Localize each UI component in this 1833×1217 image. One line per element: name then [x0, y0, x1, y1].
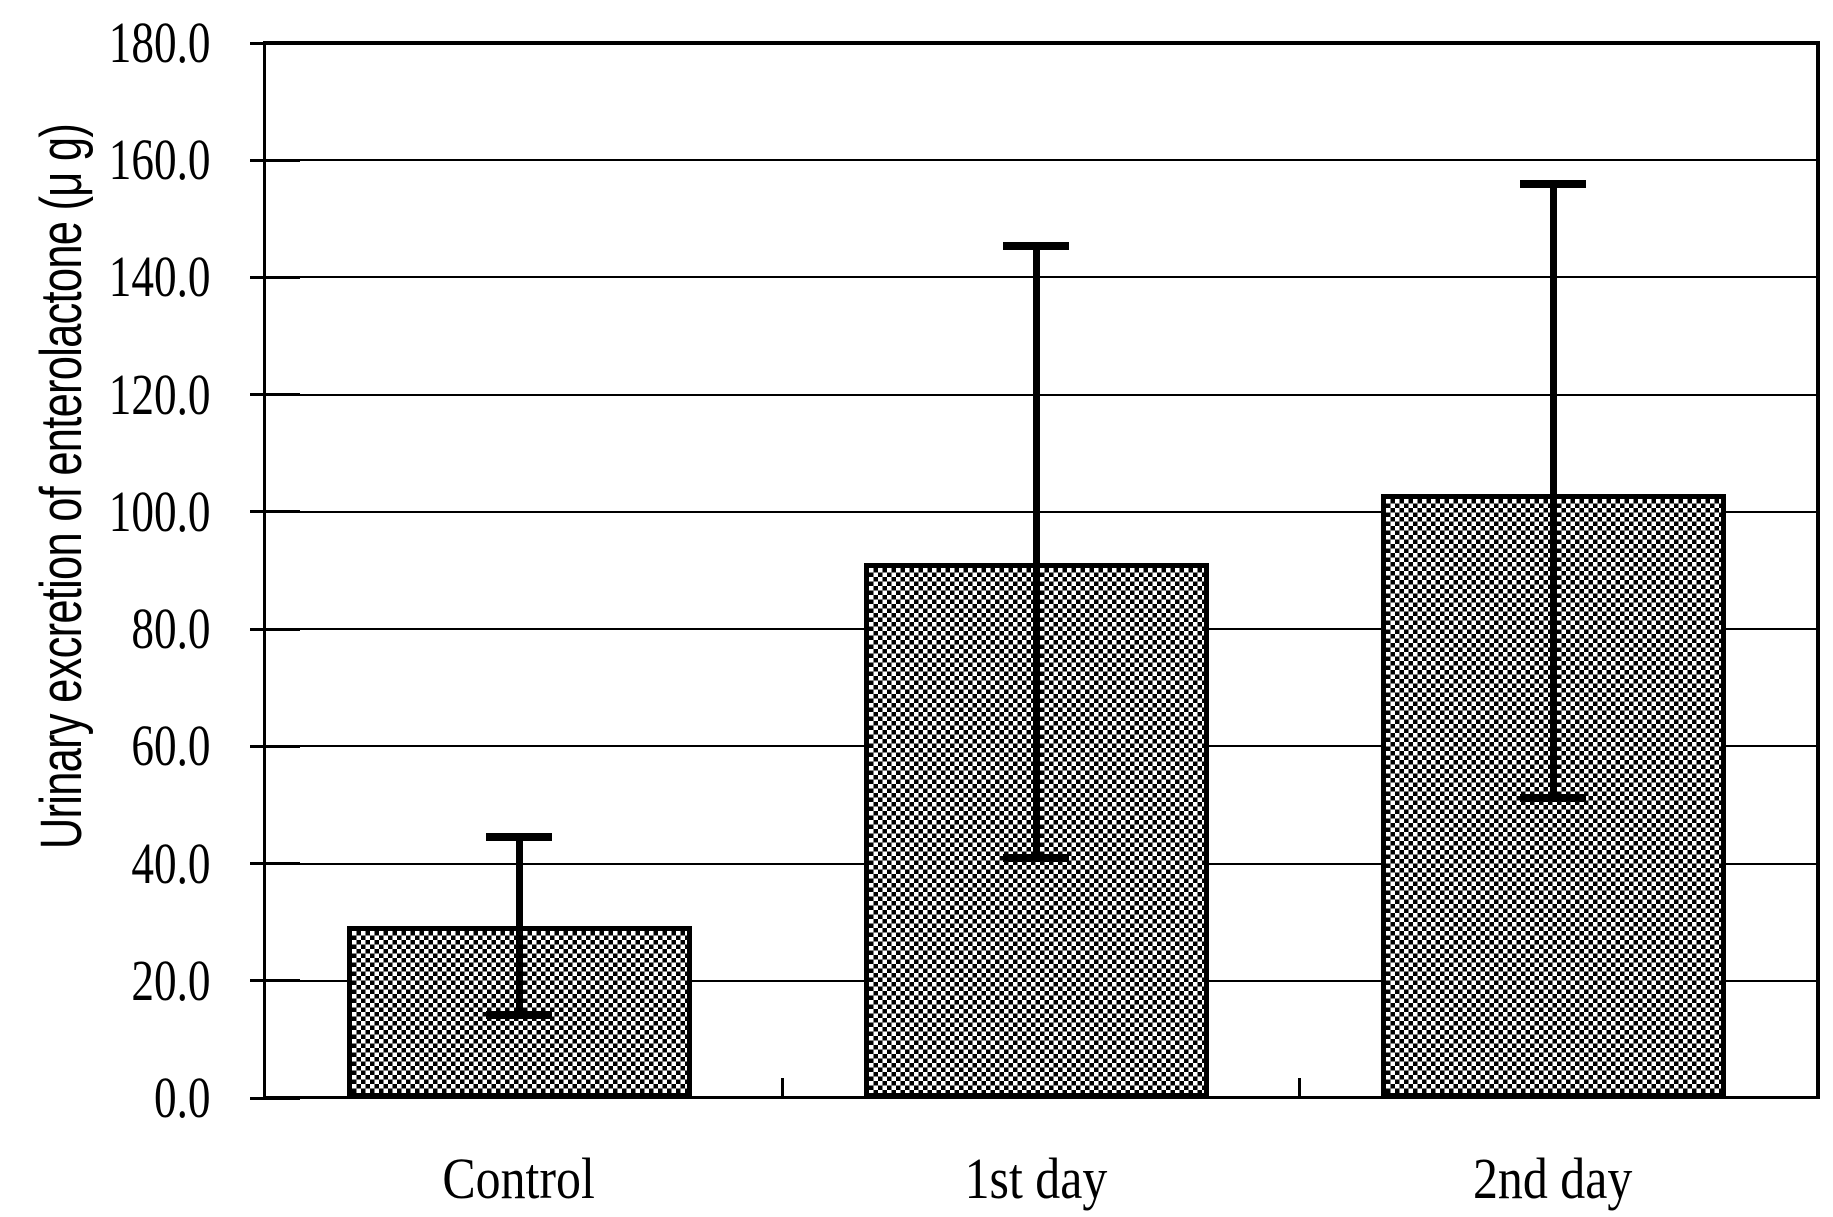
gridline: [265, 276, 1816, 279]
x-category-label-2nd-day: 2nd day: [1303, 1146, 1803, 1212]
y-axis-tick: [250, 627, 300, 631]
gridline: [265, 393, 1816, 396]
y-tick-label-text: 120.0: [108, 361, 210, 427]
y-tick-label-text: 20.0: [130, 947, 210, 1013]
error-bar-line-1st-day: [1032, 246, 1040, 862]
y-tick-label: 60.0: [0, 715, 210, 777]
y-tick-label: 180.0: [0, 12, 210, 74]
y-tick-label: 40.0: [0, 830, 210, 896]
y-tick-label-text: 60.0: [130, 713, 210, 779]
y-tick-label-text: 40.0: [130, 830, 210, 896]
x-category-label-text: 2nd day: [1473, 1146, 1633, 1211]
y-axis-tick: [250, 862, 300, 866]
y-tick-label: 160.0: [0, 129, 210, 191]
error-bar-upper-cap-2nd-day: [1520, 179, 1586, 188]
x-category-label-control: Control: [269, 1146, 769, 1212]
y-axis-tick: [250, 393, 300, 397]
error-bar-line-2nd-day: [1549, 183, 1557, 802]
y-axis-line: [263, 41, 266, 1098]
y-tick-label-text: 140.0: [108, 244, 210, 310]
y-axis-tick: [250, 744, 300, 748]
error-bar-upper-cap-1st-day: [1003, 242, 1069, 251]
gridline: [265, 510, 1816, 513]
x-axis-tick: [780, 1078, 784, 1096]
y-axis-tick: [250, 275, 300, 279]
y-axis-tick: [250, 979, 300, 983]
error-bar-lower-cap-1st-day: [1003, 853, 1069, 862]
y-tick-label: 120.0: [0, 361, 210, 427]
y-tick-label: 80.0: [0, 598, 210, 660]
y-tick-label: 140.0: [0, 246, 210, 308]
error-bar-lower-cap-2nd-day: [1520, 793, 1586, 802]
y-tick-label-text: 100.0: [108, 478, 210, 544]
y-axis-tick: [250, 510, 300, 514]
y-axis-tick: [250, 158, 300, 162]
x-category-label-1st-day: 1st day: [786, 1146, 1286, 1212]
error-bar-lower-cap-control: [486, 1010, 552, 1019]
y-tick-label: 20.0: [0, 947, 210, 1013]
gridline: [265, 159, 1816, 162]
y-tick-label-text: 80.0: [130, 596, 210, 662]
y-tick-label-text: 180.0: [108, 10, 210, 75]
x-category-label-text: Control: [442, 1146, 596, 1211]
error-bar-upper-cap-control: [486, 832, 552, 841]
plot-border: [265, 41, 1820, 1098]
y-tick-label-text: 0.0: [153, 1065, 210, 1130]
error-bar-line-control: [515, 836, 523, 1019]
y-tick-label-text: 160.0: [108, 127, 210, 193]
x-category-label-text: 1st day: [964, 1146, 1108, 1211]
x-axis-tick: [1297, 1078, 1301, 1096]
y-tick-label: 100.0: [0, 478, 210, 544]
y-tick-label: 0.0: [0, 1067, 210, 1129]
